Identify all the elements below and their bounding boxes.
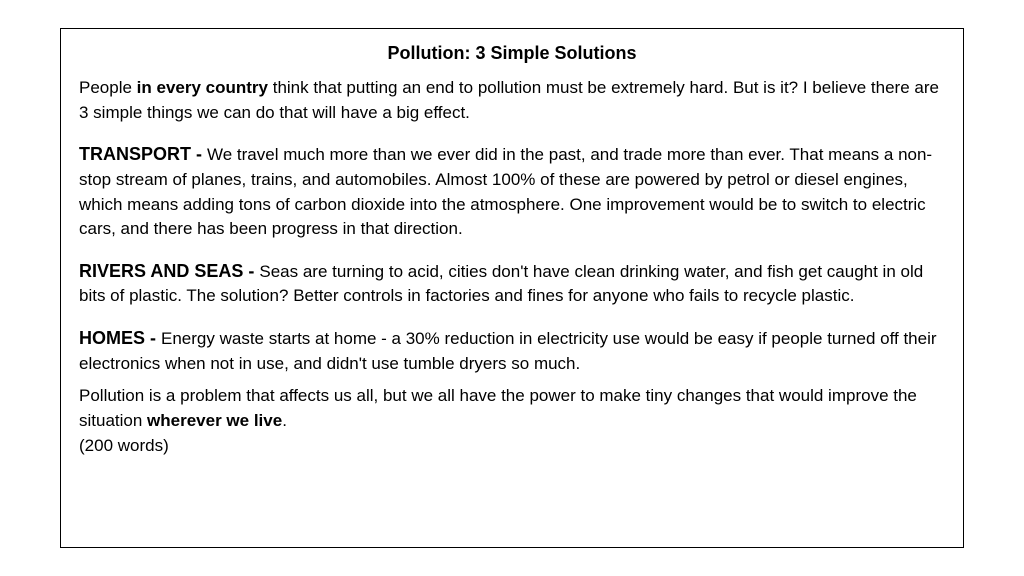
section-homes: HOMES - Energy waste starts at home - a … — [79, 325, 945, 376]
section-head-transport: TRANSPORT - — [79, 144, 207, 164]
section-body-transport: We travel much more than we ever did in … — [79, 145, 932, 238]
intro-pre: People — [79, 78, 137, 97]
closing-post: . — [282, 411, 287, 430]
closing-bold: wherever we live — [147, 411, 282, 430]
closing-paragraph: Pollution is a problem that affects us a… — [79, 384, 945, 458]
document-box: Pollution: 3 Simple Solutions People in … — [60, 28, 964, 548]
section-head-homes: HOMES - — [79, 328, 161, 348]
document-title: Pollution: 3 Simple Solutions — [79, 43, 945, 64]
intro-paragraph: People in every country think that putti… — [79, 76, 945, 125]
intro-bold: in every country — [137, 78, 268, 97]
word-count: (200 words) — [79, 436, 169, 455]
page: Pollution: 3 Simple Solutions People in … — [0, 0, 1024, 576]
section-body-homes: Energy waste starts at home - a 30% redu… — [79, 329, 937, 373]
section-rivers: RIVERS AND SEAS - Seas are turning to ac… — [79, 258, 945, 309]
section-transport: TRANSPORT - We travel much more than we … — [79, 141, 945, 242]
section-head-rivers: RIVERS AND SEAS - — [79, 261, 259, 281]
